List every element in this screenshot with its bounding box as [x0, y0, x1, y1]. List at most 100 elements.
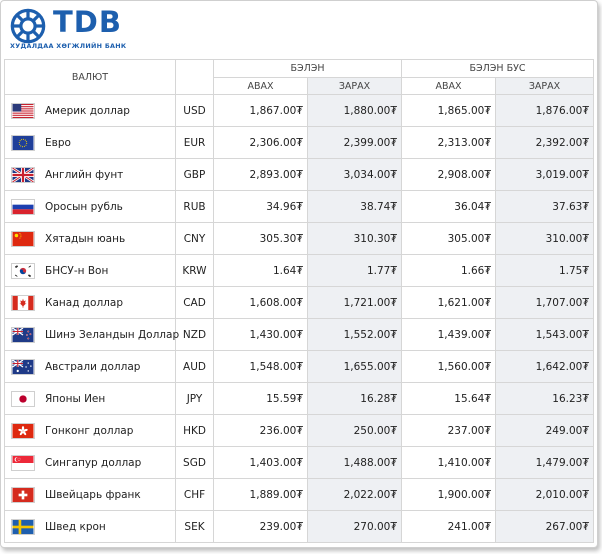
cash-sell-header: ЗАРАХ — [306, 77, 403, 95]
tdb-logo-icon — [10, 8, 46, 44]
currency-name: Австрали доллар — [45, 360, 141, 373]
jp-flag-icon — [11, 390, 35, 407]
currency-code: JPY — [175, 382, 214, 415]
currency-name: Сингапур доллар — [45, 456, 142, 469]
noncash-sell-rate: 2,392.00₮ — [495, 126, 595, 159]
exchange-rate-table: ВАЛЮТ БЭЛЭН БЭЛЭН БУС АВАХ ЗАРАХ АВАХ ЗА… — [4, 59, 595, 543]
currency-header: ВАЛЮТ — [4, 59, 176, 95]
cash-buy-rate: 15.59₮ — [213, 382, 308, 415]
cash-sell-rate: 1,880.00₮ — [306, 94, 403, 127]
currency-cell: Оросын рубль — [4, 190, 176, 223]
au-flag-icon — [11, 358, 35, 375]
currency-name: Швед крон — [45, 520, 106, 533]
cash-buy-rate: 305.30₮ — [213, 222, 308, 255]
currency-name: Хятадын юань — [45, 232, 126, 245]
hk-flag-icon — [11, 422, 35, 439]
cash-header: БЭЛЭН — [212, 59, 403, 78]
cash-buy-rate: 1,608.00₮ — [213, 286, 308, 319]
cash-buy-rate: 2,893.00₮ — [213, 158, 308, 191]
cash-buy-rate: 1,867.00₮ — [213, 94, 308, 127]
noncash-buy-rate: 2,908.00₮ — [401, 158, 497, 191]
noncash-sell-rate: 1,642.00₮ — [495, 350, 595, 383]
eu-flag-icon — [11, 134, 35, 151]
currency-name: Америк доллар — [45, 104, 130, 117]
table-row: Евро EUR 2,306.00₮ 2,399.00₮ 2,313.00₮ 2,392.… — [4, 126, 595, 159]
currency-cell: Америк доллар — [4, 94, 176, 127]
currency-name: Шинэ Зеландын Доллар — [45, 328, 180, 341]
cash-buy-rate: 1,430.00₮ — [213, 318, 308, 351]
currency-code: AUD — [175, 350, 214, 383]
currency-name: Швейцарь франк — [45, 488, 141, 501]
cash-sell-rate: 1.77₮ — [306, 254, 403, 287]
currency-code: KRW — [175, 254, 214, 287]
cash-buy-rate: 239.00₮ — [213, 510, 308, 543]
bank-logo: TDB ХУДАЛДАА ХӨГЖЛИЙН БАНК — [9, 5, 139, 51]
noncash-buy-rate: 15.64₮ — [401, 382, 497, 415]
currency-name: Английн фунт — [45, 168, 124, 181]
currency-cell: Японы Иен — [4, 382, 176, 415]
cash-sell-rate: 1,655.00₮ — [306, 350, 403, 383]
cash-sell-rate: 1,488.00₮ — [306, 446, 403, 479]
currency-cell: БНСУ-н Вон — [4, 254, 176, 287]
cash-sell-rate: 1,552.00₮ — [306, 318, 403, 351]
uk-flag-icon — [11, 166, 35, 183]
table-row: Швейцарь франк CHF 1,889.00₮ 2,022.00₮ 1,900… — [4, 478, 595, 511]
currency-name: Канад доллар — [45, 296, 123, 309]
noncash-sell-rate: 249.00₮ — [495, 414, 595, 447]
noncash-sell-rate: 16.23₮ — [495, 382, 595, 415]
table-row: Японы Иен JPY 15.59₮ 16.28₮ 15.64₮ 16.23₮ — [4, 382, 595, 415]
table-row: Гонконг доллар HKD 236.00₮ 250.00₮ 237.00₮ 24… — [4, 414, 595, 447]
currency-cell: Евро — [4, 126, 176, 159]
currency-code: USD — [175, 94, 214, 127]
noncash-buy-rate: 36.04₮ — [401, 190, 497, 223]
kr-flag-icon — [11, 262, 35, 279]
currency-code: CHF — [175, 478, 214, 511]
noncash-buy-rate: 1,439.00₮ — [401, 318, 497, 351]
currency-code: CAD — [175, 286, 214, 319]
currency-name: Японы Иен — [45, 392, 106, 405]
table-row: Канад доллар CAD 1,608.00₮ 1,721.00₮ 1,621.0… — [4, 286, 595, 319]
noncash-sell-rate: 310.00₮ — [495, 222, 595, 255]
table-row: Шинэ Зеландын Доллар NZD 1,430.00₮ 1,552.00… — [4, 318, 595, 351]
currency-code: EUR — [175, 126, 214, 159]
noncash-sell-rate: 267.00₮ — [495, 510, 595, 543]
cash-buy-rate: 1.64₮ — [213, 254, 308, 287]
currency-cell: Хятадын юань — [4, 222, 176, 255]
cash-sell-rate: 3,034.00₮ — [306, 158, 403, 191]
se-flag-icon — [11, 518, 35, 535]
currency-code: NZD — [175, 318, 214, 351]
noncash-sell-rate: 3,019.00₮ — [495, 158, 595, 191]
cash-sell-rate: 310.30₮ — [306, 222, 403, 255]
cash-sell-rate: 2,022.00₮ — [306, 478, 403, 511]
table-row: БНСУ-н Вон KRW 1.64₮ 1.77₮ 1.66₮ 1.75₮ — [4, 254, 595, 287]
cn-flag-icon — [11, 230, 35, 247]
table-row: Оросын рубль RUB 34.96₮ 38.74₮ 36.04₮ 37.63₮ — [4, 190, 595, 223]
noncash-header: БЭЛЭН БУС — [401, 59, 595, 78]
currency-cell: Австрали доллар — [4, 350, 176, 383]
cash-sell-rate: 250.00₮ — [306, 414, 403, 447]
currency-code: SGD — [175, 446, 214, 479]
cash-sell-rate: 16.28₮ — [306, 382, 403, 415]
currency-cell: Английн фунт — [4, 158, 176, 191]
noncash-sell-rate: 1.75₮ — [495, 254, 595, 287]
currency-code: GBP — [175, 158, 214, 191]
cash-sell-rate: 2,399.00₮ — [306, 126, 403, 159]
currency-code: HKD — [175, 414, 214, 447]
noncash-buy-rate: 1,621.00₮ — [401, 286, 497, 319]
cash-buy-rate: 1,403.00₮ — [213, 446, 308, 479]
noncash-buy-rate: 1.66₮ — [401, 254, 497, 287]
currency-name: Оросын рубль — [45, 200, 123, 213]
currency-cell: Канад доллар — [4, 286, 176, 319]
us-flag-icon — [11, 102, 35, 119]
table-row: Английн фунт GBP 2,893.00₮ 3,034.00₮ 2,908.0… — [4, 158, 595, 191]
noncash-sell-rate: 1,707.00₮ — [495, 286, 595, 319]
ru-flag-icon — [11, 198, 35, 215]
currency-cell: Швейцарь франк — [4, 478, 176, 511]
noncash-buy-rate: 1,410.00₮ — [401, 446, 497, 479]
noncash-buy-rate: 241.00₮ — [401, 510, 497, 543]
nz-flag-icon — [11, 326, 35, 343]
ca-flag-icon — [11, 294, 35, 311]
noncash-buy-rate: 1,900.00₮ — [401, 478, 497, 511]
table-row: Австрали доллар AUD 1,548.00₮ 1,655.00₮ 1,56… — [4, 350, 595, 383]
